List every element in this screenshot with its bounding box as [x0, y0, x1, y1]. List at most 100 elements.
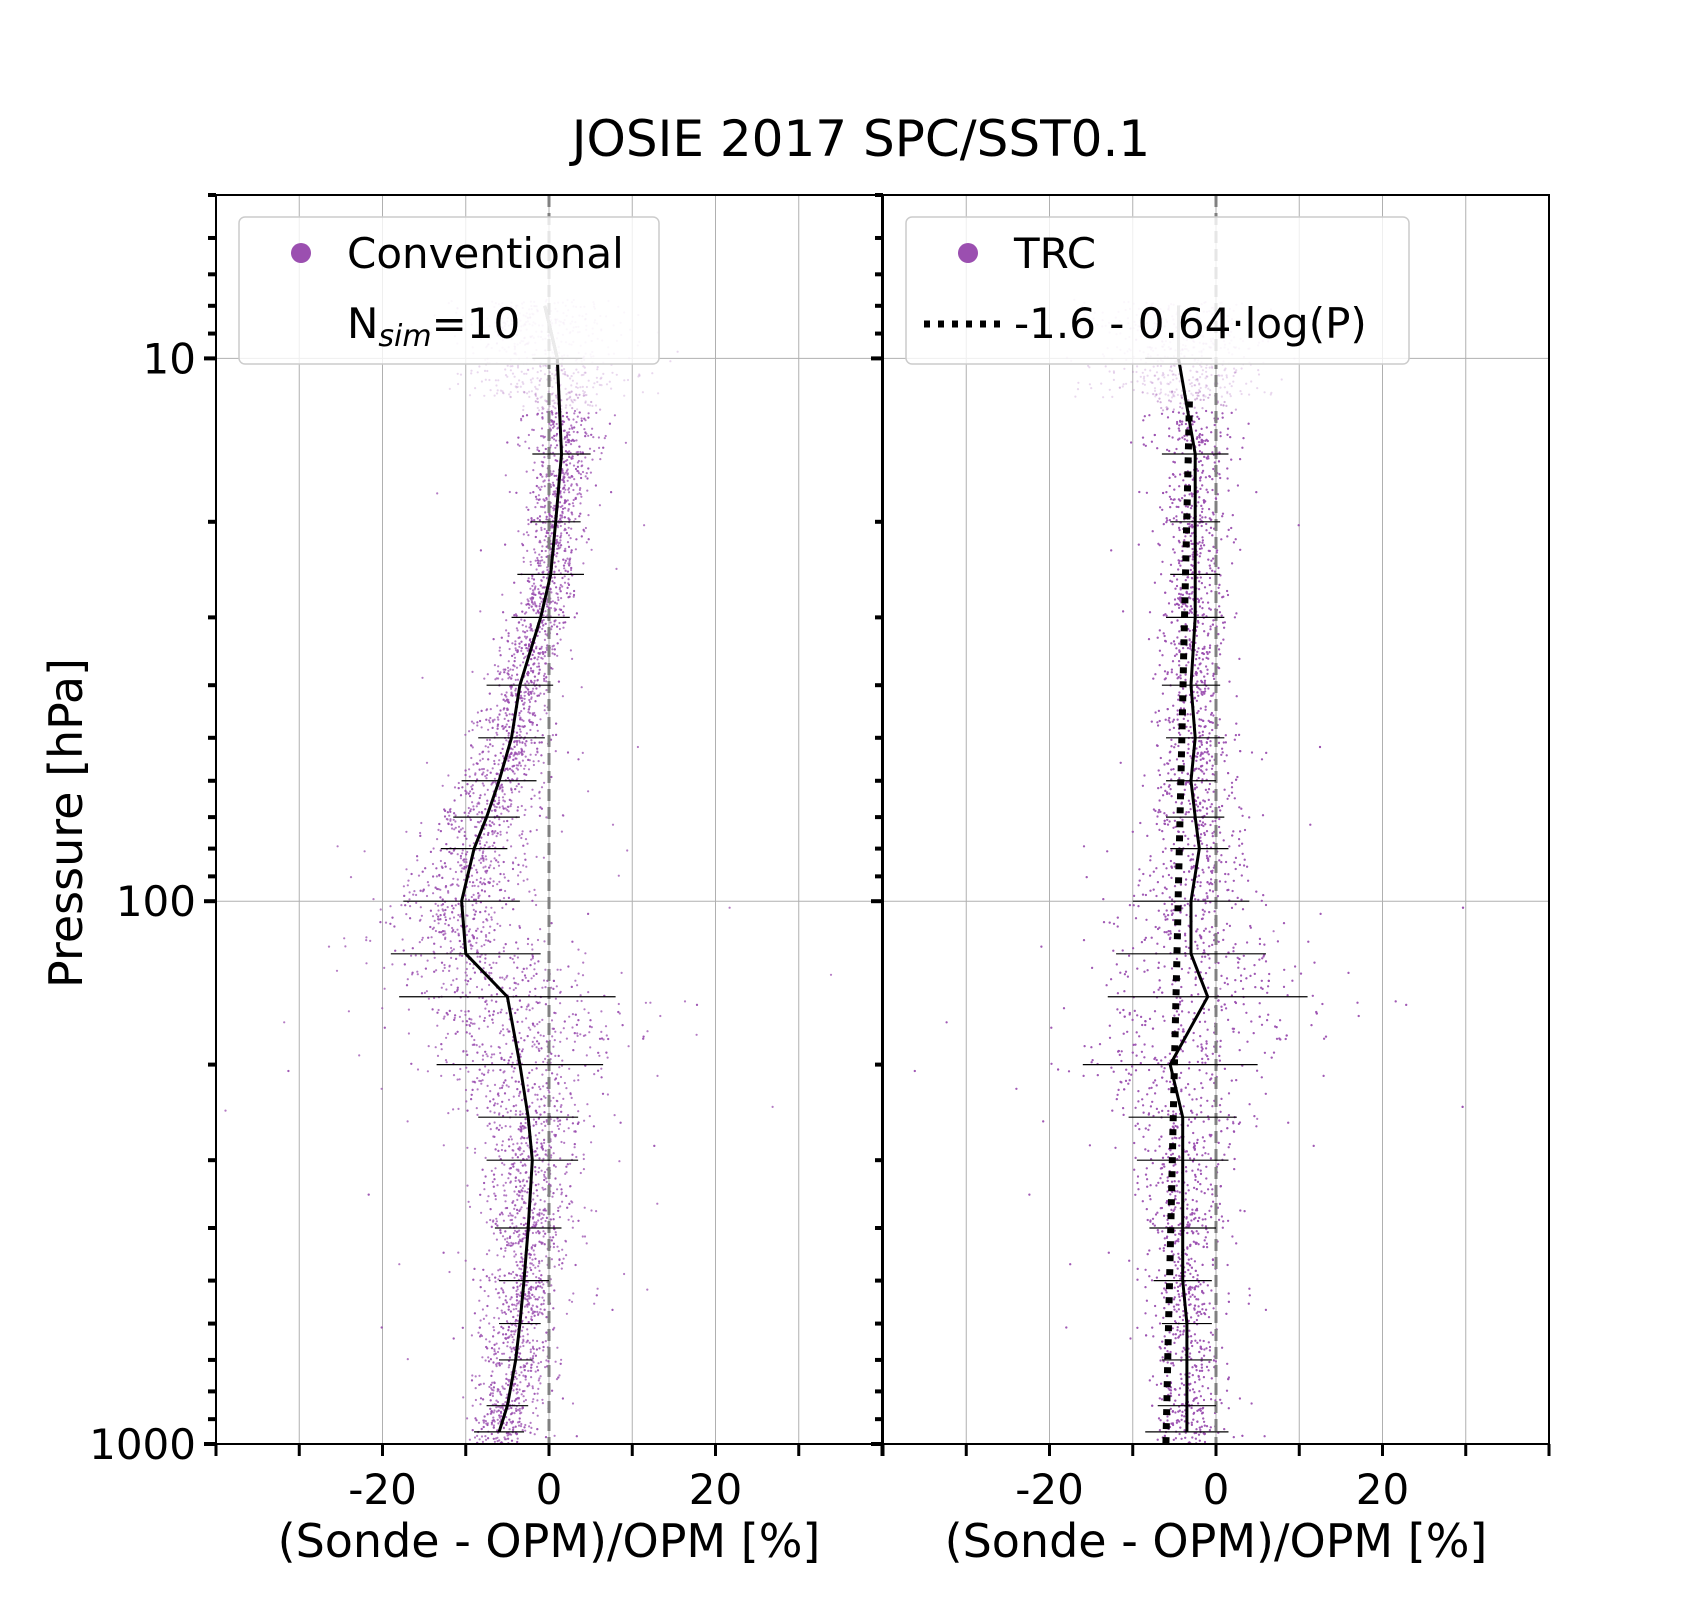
- data-point: [501, 796, 505, 799]
- data-point: [544, 1340, 547, 1343]
- data-point: [515, 741, 519, 744]
- data-point: [476, 1113, 479, 1116]
- data-point: [493, 759, 496, 763]
- data-point: [461, 867, 464, 870]
- data-point: [683, 1000, 687, 1003]
- data-point: [482, 1317, 485, 1320]
- data-point: [524, 1375, 527, 1378]
- data-point: [515, 1281, 518, 1284]
- data-point: [457, 902, 460, 906]
- data-point: [537, 1277, 541, 1280]
- data-point: [576, 396, 580, 399]
- data-point: [533, 1207, 536, 1210]
- data-point: [593, 1073, 596, 1076]
- data-point: [520, 751, 523, 754]
- data-point: [541, 1398, 544, 1401]
- data-point: [556, 625, 559, 628]
- data-point: [502, 860, 505, 864]
- data-point: [485, 824, 488, 827]
- data-point: [524, 808, 527, 812]
- data-point: [568, 396, 572, 399]
- data-point: [543, 1138, 546, 1141]
- data-point: [471, 884, 474, 888]
- data-point: [539, 564, 542, 567]
- data-point: [491, 830, 494, 833]
- data-point: [504, 889, 507, 893]
- data-point: [447, 891, 450, 894]
- data-point: [610, 491, 613, 494]
- data-point: [448, 917, 452, 920]
- data-point: [519, 1294, 522, 1297]
- data-point: [541, 1286, 544, 1289]
- data-point: [519, 1260, 522, 1263]
- data-point: [532, 469, 535, 472]
- data-point: [516, 1264, 519, 1267]
- data-point: [493, 911, 496, 914]
- data-point: [524, 682, 527, 685]
- data-point: [565, 404, 568, 407]
- data-point: [475, 1419, 478, 1422]
- data-point: [525, 1008, 528, 1011]
- data-point: [559, 991, 562, 994]
- data-point: [547, 1360, 550, 1363]
- data-point: [539, 1278, 542, 1281]
- data-point: [486, 833, 490, 837]
- data-point: [503, 1189, 506, 1192]
- data-point: [618, 1160, 621, 1163]
- data-point: [478, 1383, 481, 1386]
- data-point: [327, 945, 331, 948]
- data-point: [585, 472, 588, 475]
- data-point: [572, 593, 576, 597]
- data-point: [509, 823, 512, 826]
- data-point: [475, 1044, 478, 1047]
- data-point: [556, 968, 559, 971]
- data-point: [492, 880, 495, 883]
- data-point: [464, 1010, 467, 1013]
- data-point: [479, 610, 482, 613]
- data-point: [514, 1204, 517, 1207]
- data-point: [528, 643, 531, 647]
- data-point: [530, 1376, 533, 1379]
- data-point: [518, 645, 521, 648]
- data-point: [554, 407, 557, 410]
- data-point: [549, 588, 552, 591]
- data-point: [551, 734, 555, 737]
- data-point: [483, 833, 486, 836]
- data-point: [542, 761, 545, 764]
- data-point: [522, 560, 525, 563]
- data-point: [540, 656, 543, 660]
- data-point: [526, 1333, 529, 1336]
- data-point: [540, 579, 543, 582]
- data-point: [482, 1421, 485, 1424]
- data-point: [537, 960, 540, 963]
- data-point: [476, 949, 479, 952]
- data-point: [556, 1100, 559, 1103]
- data-point: [445, 1036, 448, 1039]
- data-point: [519, 871, 522, 874]
- data-point: [525, 531, 529, 534]
- data-point: [482, 767, 485, 771]
- data-point: [546, 568, 549, 572]
- data-point: [519, 1381, 522, 1384]
- data-point: [522, 703, 525, 706]
- data-point: [550, 1130, 554, 1133]
- data-point: [454, 930, 457, 934]
- data-point: [570, 424, 573, 427]
- data-point: [538, 1131, 541, 1135]
- data-point: [598, 1054, 601, 1057]
- data-point: [531, 428, 534, 431]
- data-point: [567, 1127, 570, 1130]
- data-point: [474, 1375, 477, 1378]
- data-point: [466, 1020, 469, 1023]
- data-point: [523, 852, 526, 855]
- data-point: [565, 469, 569, 472]
- data-point: [498, 1416, 501, 1419]
- data-point: [515, 740, 519, 743]
- data-point: [570, 1300, 574, 1303]
- data-point: [528, 994, 531, 997]
- data-point: [504, 1149, 507, 1152]
- data-point: [479, 1279, 482, 1282]
- data-point: [528, 698, 531, 702]
- data-point: [543, 709, 546, 712]
- data-point: [438, 873, 441, 877]
